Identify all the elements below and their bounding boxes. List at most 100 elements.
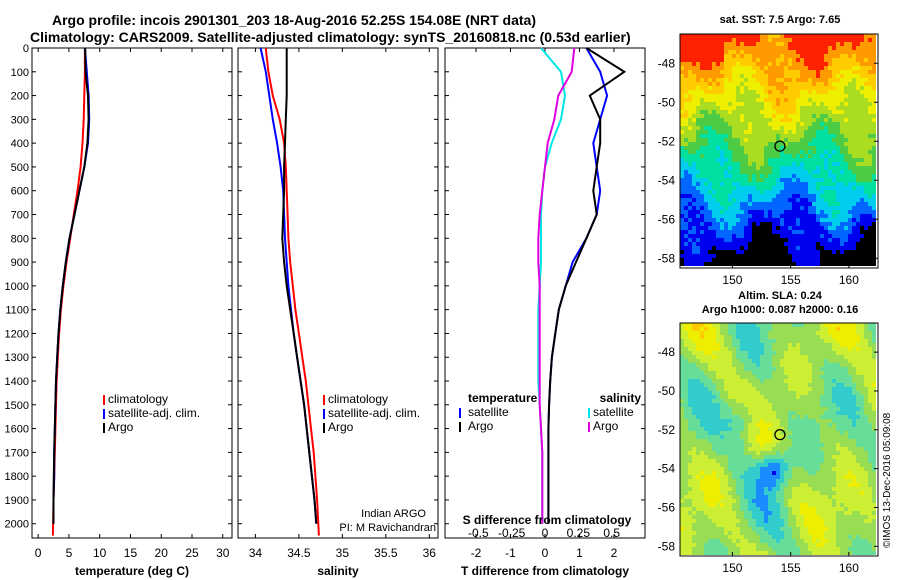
map-cell — [808, 38, 812, 42]
map-cell — [840, 130, 844, 134]
map-cell — [872, 194, 876, 198]
map-cell — [816, 114, 820, 118]
map-cell — [816, 419, 820, 423]
map-cell — [748, 431, 752, 435]
map-cell — [848, 218, 852, 222]
map-cell — [736, 82, 740, 86]
map-cell — [708, 415, 712, 419]
map-cell — [724, 134, 728, 138]
map-cell — [784, 162, 788, 166]
map-cell — [776, 82, 780, 86]
map-cell — [788, 371, 792, 375]
map-cell — [680, 359, 684, 363]
map-cell — [768, 435, 772, 439]
map-cell — [720, 242, 724, 246]
map-cell — [692, 142, 696, 146]
map-cell — [856, 234, 860, 238]
map-cell — [812, 142, 816, 146]
map-cell — [684, 375, 688, 379]
map-cell — [696, 162, 700, 166]
map-cell — [872, 226, 876, 230]
map-cell — [728, 42, 732, 46]
map-cell — [688, 218, 692, 222]
map-cell — [772, 94, 776, 98]
map-cell — [848, 331, 852, 335]
map-cell — [804, 62, 808, 66]
map-cell — [868, 38, 872, 42]
map-cell — [768, 218, 772, 222]
map-cell — [788, 126, 792, 130]
map-cell — [792, 146, 796, 150]
map-cell — [816, 230, 820, 234]
map-cell — [744, 98, 748, 102]
map-cell — [740, 134, 744, 138]
map-cell — [744, 122, 748, 126]
map-cell — [864, 134, 868, 138]
map-cell — [852, 351, 856, 355]
map-cell — [712, 250, 716, 254]
map-cell — [788, 226, 792, 230]
map-cell — [820, 122, 824, 126]
map-cell — [724, 202, 728, 206]
map-cell — [828, 170, 832, 174]
map-cell — [764, 158, 768, 162]
map-cell — [856, 62, 860, 66]
map-cell — [708, 138, 712, 142]
map-cell — [684, 258, 688, 262]
map-cell — [768, 234, 772, 238]
map-cell — [712, 106, 716, 110]
map-cell — [800, 323, 804, 327]
map-cell — [828, 114, 832, 118]
map-cell — [772, 230, 776, 234]
map-cell — [792, 94, 796, 98]
map-cell — [852, 190, 856, 194]
map-cell — [728, 471, 732, 475]
map-cell — [732, 62, 736, 66]
map-cell — [700, 246, 704, 250]
map-cell — [816, 242, 820, 246]
map-cell — [848, 226, 852, 230]
map-cell — [844, 331, 848, 335]
map-cell — [724, 467, 728, 471]
depth-tick-label: 900 — [11, 257, 29, 269]
map-cell — [764, 258, 768, 262]
map-cell — [864, 415, 868, 419]
map-cell — [844, 74, 848, 78]
map-cell — [816, 387, 820, 391]
salinity-difference-axis-label: S difference from climatology — [463, 513, 632, 527]
map-cell — [680, 335, 684, 339]
map-cell — [856, 206, 860, 210]
map-cell — [816, 455, 820, 459]
map-cell — [804, 210, 808, 214]
map-cell — [804, 50, 808, 54]
map-cell — [840, 146, 844, 150]
map-cell — [768, 411, 772, 415]
map-cell — [808, 54, 812, 58]
map-cell — [736, 375, 740, 379]
map-cell — [740, 242, 744, 246]
map-cell — [748, 34, 752, 38]
map-cell — [848, 90, 852, 94]
map-cell — [856, 202, 860, 206]
map-cell — [872, 74, 876, 78]
map-cell — [744, 190, 748, 194]
map-cell — [732, 58, 736, 62]
map-cell — [700, 459, 704, 463]
map-cell — [836, 451, 840, 455]
map-cell — [872, 46, 876, 50]
map-cell — [688, 134, 692, 138]
map-cell — [820, 431, 824, 435]
series-line-argo — [281, 48, 318, 524]
map-cell — [852, 186, 856, 190]
map-cell — [812, 439, 816, 443]
map-cell — [768, 323, 772, 327]
map-cell — [792, 427, 796, 431]
map-cell — [748, 427, 752, 431]
map-cell — [744, 218, 748, 222]
map-lon-label: 160 — [839, 273, 859, 287]
map-cell — [872, 154, 876, 158]
map-cell — [852, 170, 856, 174]
map-cell — [800, 166, 804, 170]
map-cell — [780, 359, 784, 363]
map-cell — [768, 190, 772, 194]
